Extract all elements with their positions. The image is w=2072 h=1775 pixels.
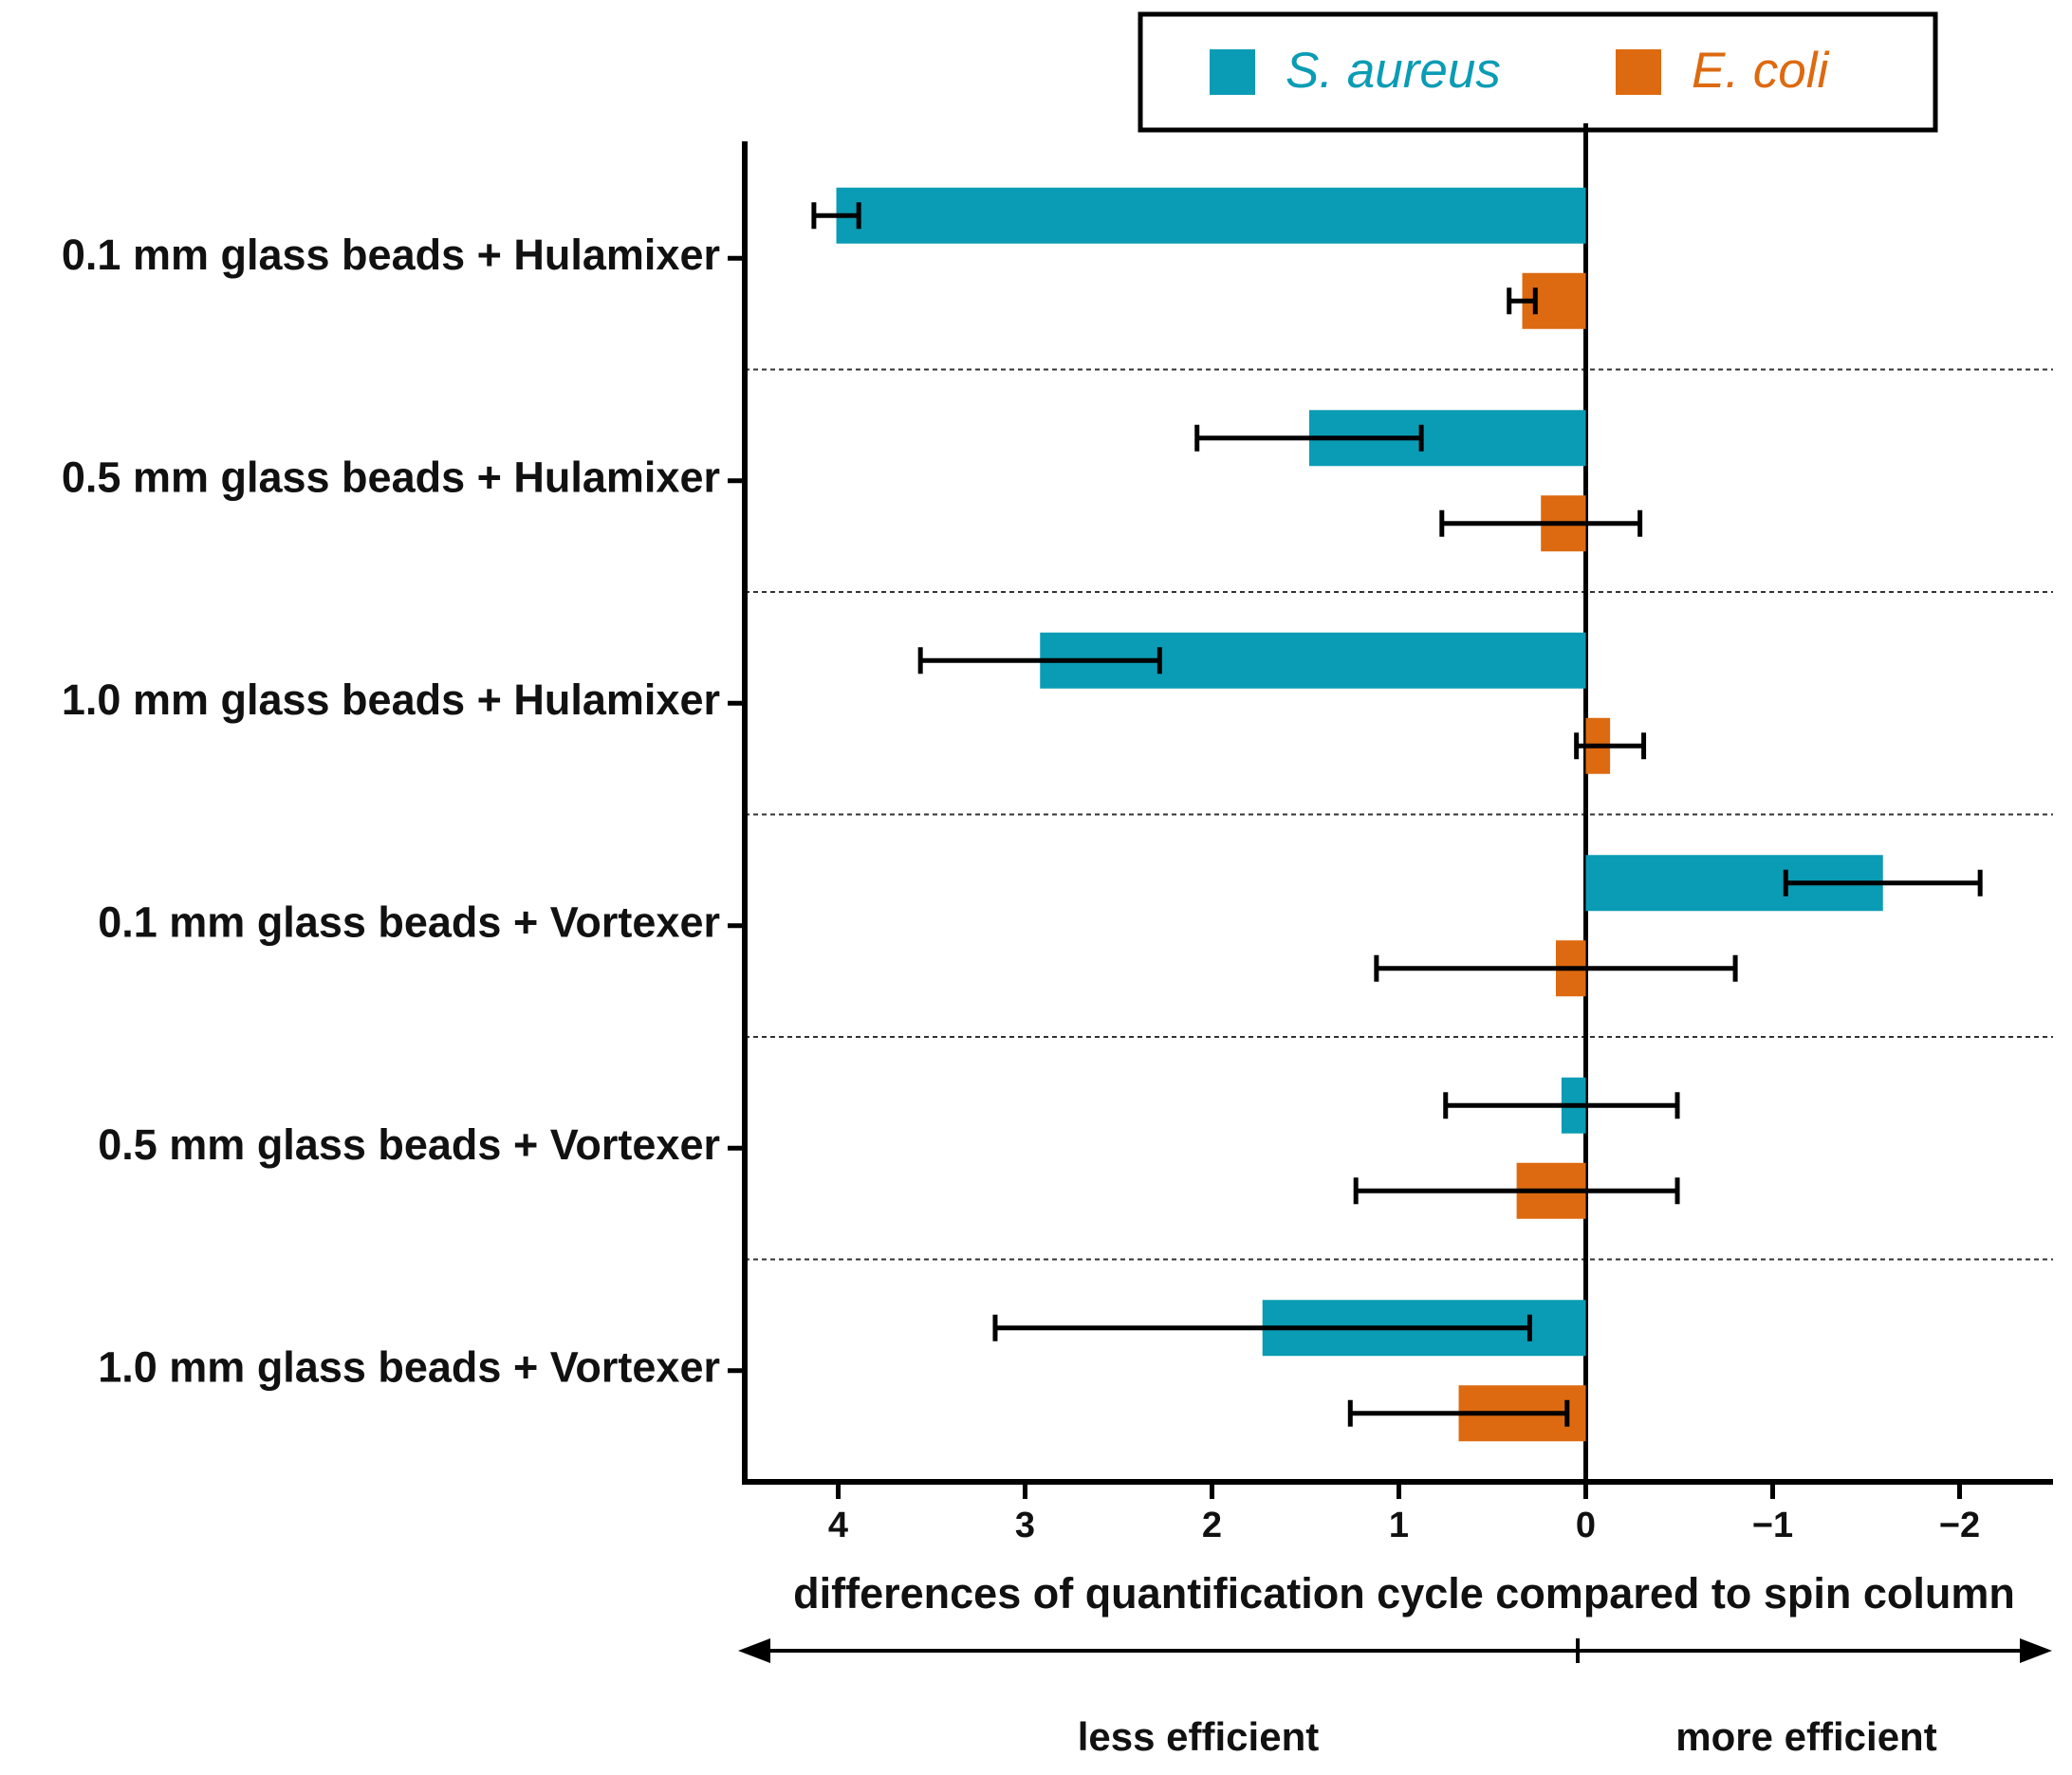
annotation: more efficient bbox=[1675, 1714, 1936, 1759]
y-tick-label: 1.0 mm glass beads + Hulamixer bbox=[62, 675, 720, 724]
legend-swatch bbox=[1616, 49, 1661, 95]
y-tick-label: 0.5 mm glass beads + Vortexer bbox=[98, 1120, 720, 1169]
bar bbox=[836, 187, 1586, 244]
x-tick-label: 1 bbox=[1389, 1506, 1409, 1545]
x-tick-label: 3 bbox=[1015, 1506, 1035, 1545]
legend-swatch bbox=[1210, 49, 1255, 95]
x-tick-label: 0 bbox=[1576, 1506, 1596, 1545]
legend-label: E. coli bbox=[1692, 43, 1830, 99]
x-tick-label: 2 bbox=[1202, 1506, 1222, 1545]
y-tick-label: 1.0 mm glass beads + Vortexer bbox=[98, 1343, 720, 1392]
y-tick-label: 0.1 mm glass beads + Vortexer bbox=[98, 898, 720, 947]
x-axis-label: differences of quantification cycle comp… bbox=[793, 1569, 2015, 1618]
x-tick-label: −2 bbox=[1939, 1506, 1980, 1545]
arrow-head-right bbox=[2020, 1638, 2052, 1663]
x-tick-label: −1 bbox=[1752, 1506, 1793, 1545]
annotation: less efficient bbox=[1078, 1714, 1319, 1759]
y-tick-label: 0.5 mm glass beads + Hulamixer bbox=[62, 453, 720, 502]
legend-box bbox=[1138, 11, 1938, 133]
legend-label: S. aureus bbox=[1286, 43, 1501, 99]
arrow-head-left bbox=[738, 1638, 770, 1663]
y-tick-label: 0.1 mm glass beads + Hulamixer bbox=[62, 231, 720, 279]
x-tick-label: 4 bbox=[828, 1506, 848, 1545]
